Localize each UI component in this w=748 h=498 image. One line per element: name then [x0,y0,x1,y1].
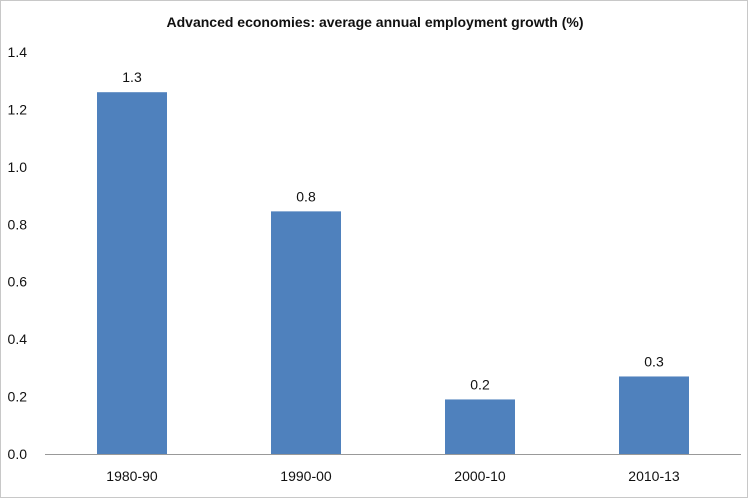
x-tick-label: 2000-10 [454,468,506,484]
bars [97,92,689,454]
y-tick-label: 0.6 [8,274,28,290]
x-tick-label: 1990-00 [280,468,332,484]
y-tick-label: 1.2 [8,101,28,117]
x-tick-label: 1980-90 [106,468,158,484]
bar-2010-13 [619,376,689,454]
data-label: 0.3 [644,353,664,369]
bar-2000-10 [445,399,515,454]
y-tick-label: 1.0 [8,159,28,175]
data-labels: 1.3 0.8 0.2 0.3 [122,69,664,392]
data-label: 0.2 [470,376,490,392]
y-tick-label: 1.4 [8,44,28,60]
y-tick-label: 0.4 [8,331,28,347]
bar-1980-90 [97,92,167,454]
y-tick-label: 0.8 [8,216,28,232]
data-label: 0.8 [296,188,316,204]
x-axis-ticks: 1980-90 1990-00 2000-10 2010-13 [106,468,680,484]
x-tick-label: 2010-13 [628,468,680,484]
y-axis-ticks: 0.0 0.2 0.4 0.6 0.8 1.0 1.2 1.4 [8,44,28,462]
data-label: 1.3 [122,69,142,85]
bar-1990-00 [271,211,341,454]
y-tick-label: 0.0 [8,446,28,462]
y-tick-label: 0.2 [8,389,28,405]
chart-title: Advanced economies: average annual emplo… [167,14,584,30]
